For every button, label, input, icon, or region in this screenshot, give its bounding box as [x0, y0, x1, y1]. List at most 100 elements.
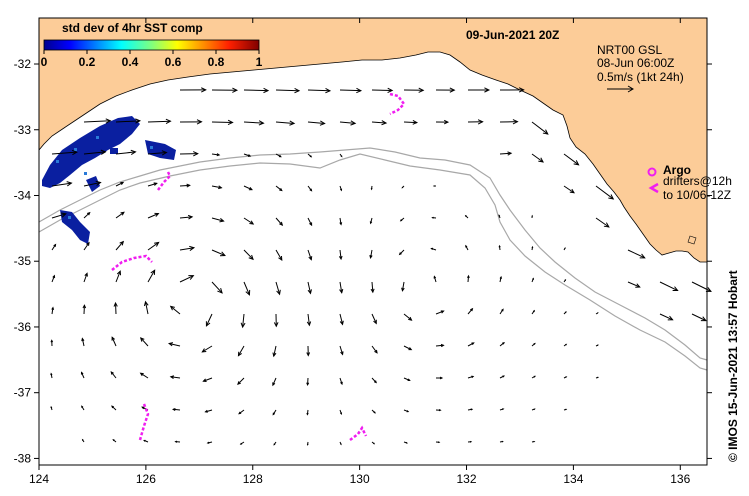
current-arrow: [147, 212, 160, 219]
credit-text: © IMOS 15-Jun-2021 13:57 Hobart: [726, 270, 740, 462]
current-arrow: [206, 441, 213, 444]
colorbar-tick-label: 0.8: [208, 55, 225, 69]
current-arrow: [499, 408, 505, 411]
current-arrow: [659, 313, 674, 321]
current-arrow: [179, 151, 199, 157]
current-arrow: [307, 281, 312, 295]
colorbar: std dev of 4hr SST comp 0 0.2 0.4 0.6 0.8 1: [41, 21, 263, 69]
shelf-contour-inner: [38, 147, 708, 361]
current-arrow: [211, 281, 223, 294]
current-arrow: [179, 275, 195, 283]
current-arrow: [147, 150, 168, 156]
current-arrow: [211, 185, 223, 190]
current-arrow: [531, 214, 533, 219]
current-arrow: [272, 345, 277, 358]
current-arrow: [111, 336, 117, 347]
current-arrow: [81, 405, 85, 411]
scale-arrow: [607, 85, 634, 93]
current-arrow: [201, 345, 213, 353]
x-tick-label: 128: [243, 472, 263, 486]
current-arrow: [143, 300, 149, 315]
colorbar-tick-label: 0: [41, 55, 48, 69]
current-arrow: [147, 241, 160, 251]
current-arrow: [563, 153, 580, 166]
current-arrow: [112, 439, 117, 443]
map-title: 09-Jun-2021 20Z: [466, 28, 559, 42]
y-tick-label: -32: [14, 57, 32, 71]
drifter-tracks: [111, 92, 406, 441]
current-arrow: [174, 440, 181, 443]
drifter-track-4: [138, 403, 150, 441]
current-arrow: [433, 275, 437, 283]
y-tick-label: -35: [14, 254, 32, 268]
current-arrow: [51, 274, 56, 283]
current-arrow: [403, 377, 411, 382]
colorbar-tick-label: 1: [256, 55, 263, 69]
current-arrow: [563, 247, 566, 251]
drifters-label-2: to 10/06-12Z: [663, 188, 731, 202]
current-arrow: [403, 409, 410, 413]
current-arrow: [275, 120, 296, 126]
current-arrow: [82, 304, 87, 315]
current-arrow: [371, 409, 376, 414]
current-arrow: [499, 119, 519, 125]
current-arrow: [83, 118, 112, 124]
current-arrow: [211, 217, 225, 223]
current-arrow: [273, 441, 277, 446]
x-tick-label: 134: [563, 472, 583, 486]
current-arrow: [179, 214, 194, 220]
current-arrow: [531, 277, 534, 283]
argo-marker-icon: [647, 167, 657, 177]
current-arrow: [339, 377, 343, 386]
current-arrow: [371, 120, 388, 126]
current-arrow: [467, 408, 474, 411]
current-arrow: [306, 441, 309, 446]
current-arrow: [80, 371, 85, 379]
current-arrow: [465, 244, 469, 251]
current-arrow: [531, 342, 536, 347]
current-arrow: [435, 376, 444, 380]
current-arrow: [435, 409, 442, 412]
current-arrow: [147, 118, 172, 124]
current-arrow: [115, 149, 137, 155]
current-arrow: [243, 153, 252, 157]
current-arrow: [169, 305, 181, 315]
current-arrow: [499, 375, 505, 379]
current-arrow: [467, 274, 470, 283]
current-arrow: [307, 249, 313, 261]
current-arrow: [499, 440, 504, 443]
current-arrow: [338, 249, 343, 261]
current-arrow: [403, 313, 413, 321]
colorbar-tick-label: 0.6: [165, 55, 182, 69]
current-arrow: [243, 185, 253, 191]
current-arrow: [275, 249, 283, 262]
x-tick-label: 132: [457, 472, 477, 486]
current-arrow: [435, 343, 445, 348]
current-arrow: [143, 439, 149, 443]
current-arrow: [307, 120, 326, 126]
current-arrow: [467, 440, 473, 443]
x-tick-label: 130: [350, 472, 370, 486]
current-arrow: [403, 119, 419, 125]
y-tick-label: -34: [14, 188, 32, 202]
current-arrow: [179, 119, 203, 125]
current-arrow: [237, 345, 245, 357]
current-arrow: [179, 183, 191, 188]
current-arrow: [51, 306, 55, 315]
land-australia: [38, 17, 708, 263]
current-arrow: [147, 269, 156, 283]
current-arrow: [339, 185, 343, 192]
x-axis: 124 126 128 130 132 134 136: [29, 18, 691, 486]
current-arrow: [115, 118, 142, 124]
colorbar-tick-label: 0.2: [79, 55, 96, 69]
current-arrow: [275, 217, 284, 226]
current-arrow: [275, 87, 301, 94]
drifter-track-3: [111, 254, 153, 271]
current-arrow: [83, 272, 88, 283]
current-arrow: [339, 313, 344, 326]
current-arrow: [371, 345, 378, 354]
current-arrow: [139, 372, 149, 379]
current-arrow: [339, 153, 343, 158]
current-arrow: [83, 241, 90, 251]
current-arrow: [147, 182, 158, 187]
